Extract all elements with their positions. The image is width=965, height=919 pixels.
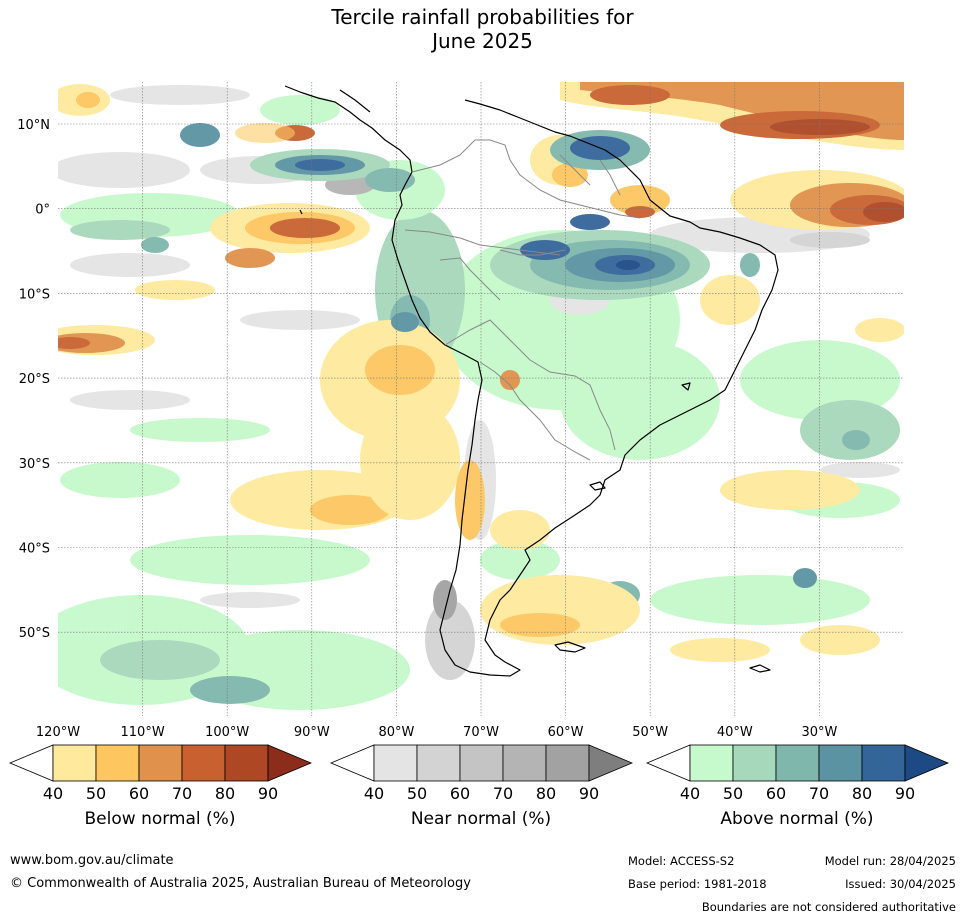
colorbar-segment bbox=[818, 744, 863, 782]
colorbar-segment bbox=[373, 744, 418, 782]
colorbar-segment bbox=[861, 744, 906, 782]
latitude-label: 40°S bbox=[19, 542, 50, 557]
latitude-label: 50°S bbox=[19, 626, 50, 641]
graticule-lines bbox=[58, 82, 904, 716]
longitude-label: 80°W bbox=[378, 725, 414, 740]
colorbar-segment bbox=[545, 744, 590, 782]
colorbar-segment bbox=[52, 744, 97, 782]
base-period: Base period: 1981-2018 bbox=[628, 877, 767, 891]
colorbar-tick-label: 60 bbox=[766, 784, 786, 803]
latitude-label: 0° bbox=[35, 203, 50, 218]
colorbar-tick-label: 50 bbox=[723, 784, 743, 803]
colorbar-tick-label: 90 bbox=[258, 784, 278, 803]
probability-shading bbox=[58, 82, 904, 710]
colorbar-below-normal-label: Below normal (%) bbox=[84, 809, 236, 829]
boundaries-disclaimer: Boundaries are not considered authoritat… bbox=[701, 900, 956, 914]
colorbar-tick-label: 40 bbox=[364, 784, 384, 803]
longitude-label: 90°W bbox=[294, 725, 330, 740]
colorbar-segment bbox=[775, 744, 820, 782]
colorbar-tick-label: 90 bbox=[579, 784, 599, 803]
colorbar-tick-label: 60 bbox=[450, 784, 470, 803]
issued-date: Issued: 30/04/2025 bbox=[845, 877, 956, 891]
longitude-labels: 120°W 110°W 100°W 90°W 80°W 70°W 60°W 50°W 40°W 3… bbox=[36, 725, 838, 740]
colorbar-min-extension bbox=[329, 744, 375, 782]
colorbar-segment bbox=[416, 744, 461, 782]
colorbar-segment bbox=[138, 744, 183, 782]
longitude-label: 120°W bbox=[36, 725, 80, 740]
model-run-date: Model run: 28/04/2025 bbox=[824, 854, 956, 868]
colorbar-max-extension bbox=[904, 744, 950, 782]
colorbar-tick-label: 50 bbox=[86, 784, 106, 803]
colorbar-tick-label: 40 bbox=[680, 784, 700, 803]
colorbar-tick-label: 80 bbox=[852, 784, 872, 803]
latitude-label: 30°S bbox=[19, 457, 50, 472]
copyright-text: © Commonwealth of Australia 2025, Austra… bbox=[10, 876, 471, 891]
colorbar-segment bbox=[459, 744, 504, 782]
colorbars: 40 50 60 70 80 90 40 50 60 70 80 90 40 50 60 70 80 90 bbox=[8, 744, 950, 803]
latitude-label: 20°S bbox=[19, 372, 50, 387]
colorbar-tick-label: 40 bbox=[43, 784, 63, 803]
map-title-line2: June 2025 bbox=[432, 29, 533, 53]
colorbar: 40 50 60 70 80 90 bbox=[8, 744, 313, 803]
colorbar-max-extension bbox=[588, 744, 634, 782]
colorbar-tick-label: 50 bbox=[407, 784, 427, 803]
country-borders bbox=[404, 139, 641, 461]
colorbar-segment bbox=[181, 744, 226, 782]
colorbar-tick-label: 70 bbox=[809, 784, 829, 803]
longitude-label: 60°W bbox=[548, 725, 584, 740]
colorbar-tick-label: 80 bbox=[215, 784, 235, 803]
longitude-label: 50°W bbox=[632, 725, 668, 740]
longitude-label: 40°W bbox=[717, 725, 753, 740]
colorbar: 40 50 60 70 80 90 bbox=[329, 744, 634, 803]
colorbar-max-extension bbox=[267, 744, 313, 782]
colorbar-tick-label: 60 bbox=[129, 784, 149, 803]
colorbar: 40 50 60 70 80 90 bbox=[645, 744, 950, 803]
longitude-label: 30°W bbox=[801, 725, 837, 740]
colorbar-tick-label: 80 bbox=[536, 784, 556, 803]
map-title-line1: Tercile rainfall probabilities for bbox=[331, 5, 634, 29]
colorbar-above-normal-label: Above normal (%) bbox=[720, 809, 874, 829]
colorbar-segment bbox=[95, 744, 140, 782]
longitude-label: 110°W bbox=[121, 725, 165, 740]
colorbar-segment bbox=[732, 744, 777, 782]
latitude-labels: 10°N 0° 10°S 20°S 30°S 40°S 50°S bbox=[17, 118, 50, 641]
colorbar-segment bbox=[224, 744, 269, 782]
website-link[interactable]: www.bom.gov.au/climate bbox=[10, 853, 174, 868]
colorbar-near-normal-label: Near normal (%) bbox=[410, 809, 552, 829]
colorbar-segment bbox=[502, 744, 547, 782]
colorbar-tick-label: 90 bbox=[895, 784, 915, 803]
latitude-label: 10°S bbox=[19, 287, 50, 302]
longitude-label: 70°W bbox=[463, 725, 499, 740]
model-name: Model: ACCESS-S2 bbox=[628, 854, 735, 868]
coastline-outline bbox=[284, 85, 779, 677]
latitude-label: 10°N bbox=[17, 118, 50, 133]
colorbar-tick-label: 70 bbox=[172, 784, 192, 803]
colorbar-tick-label: 70 bbox=[493, 784, 513, 803]
colorbar-min-extension bbox=[8, 744, 54, 782]
colorbar-segment bbox=[689, 744, 734, 782]
longitude-label: 100°W bbox=[205, 725, 249, 740]
colorbar-min-extension bbox=[645, 744, 691, 782]
